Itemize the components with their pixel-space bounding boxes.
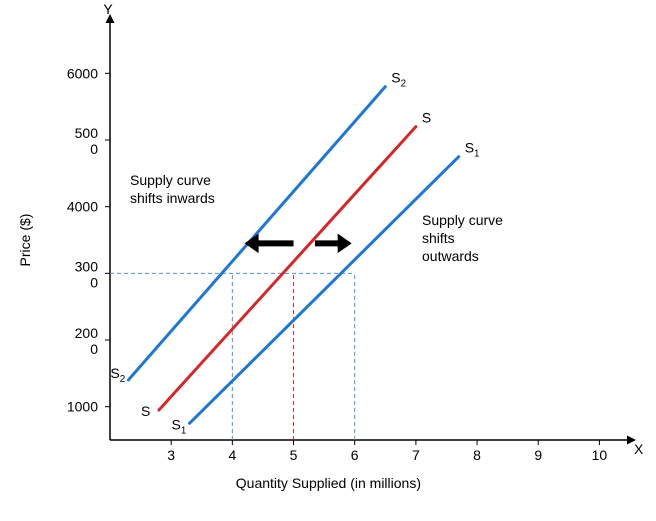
svg-text:S1: S1: [172, 416, 187, 436]
svg-text:Price ($): Price ($): [17, 214, 33, 267]
svg-text:1000: 1000: [67, 399, 98, 415]
svg-text:S2: S2: [391, 70, 406, 90]
svg-text:6000: 6000: [67, 65, 98, 81]
svg-text:0: 0: [90, 141, 98, 157]
svg-text:6: 6: [351, 447, 359, 463]
svg-text:X: X: [634, 441, 644, 457]
svg-text:0: 0: [90, 274, 98, 290]
svg-text:S: S: [141, 403, 150, 419]
svg-text:Quantity Supplied (in millions: Quantity Supplied (in millions): [236, 475, 421, 491]
svg-text:7: 7: [412, 447, 420, 463]
svg-text:10: 10: [592, 447, 608, 463]
svg-text:Supply curve: Supply curve: [130, 172, 211, 188]
svg-text:8: 8: [473, 447, 481, 463]
svg-text:S2: S2: [110, 365, 125, 385]
chart-svg: X Y 3 4 5 6 7 8 9 10 Quantity Supplied (in million…: [0, 0, 656, 521]
svg-text:3: 3: [167, 447, 175, 463]
svg-text:200: 200: [75, 325, 99, 341]
svg-text:0: 0: [90, 341, 98, 357]
supply-curve-chart: X Y 3 4 5 6 7 8 9 10 Quantity Supplied (in million…: [0, 0, 656, 521]
svg-text:S: S: [422, 110, 431, 126]
svg-text:500: 500: [75, 125, 99, 141]
svg-text:9: 9: [534, 447, 542, 463]
svg-text:Supply curve: Supply curve: [422, 212, 503, 228]
svg-text:outwards: outwards: [422, 248, 479, 264]
svg-text:300: 300: [75, 258, 99, 274]
svg-text:shifts inwards: shifts inwards: [130, 190, 215, 206]
svg-text:shifts: shifts: [422, 230, 455, 246]
svg-text:S1: S1: [465, 140, 480, 160]
svg-text:4: 4: [228, 447, 236, 463]
svg-text:Y: Y: [103, 1, 113, 17]
svg-text:4000: 4000: [67, 199, 98, 215]
svg-text:5: 5: [290, 447, 298, 463]
